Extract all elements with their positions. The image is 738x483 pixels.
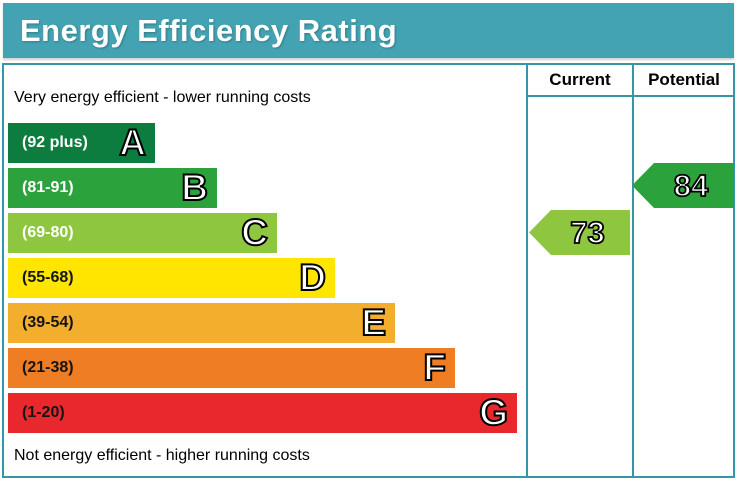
band-row-g: (1-20) G [8,393,517,433]
band-f-range-label: (21-38) [22,359,74,376]
header-underline [526,95,735,97]
current-column-header: Current [549,70,611,89]
band-c-range-label: (69-80) [22,224,74,241]
band-e-range-label: (39-54) [22,314,74,331]
band-row-b: (81-91) B [8,168,217,208]
title-banner: Energy Efficiency Rating [3,3,734,58]
band-b-range-label: (81-91) [22,179,74,196]
band-row-a: (92 plus) A [8,123,155,163]
band-e-letter: E [360,302,387,343]
band-d-range-label: (55-68) [22,269,74,286]
band-c-letter: C [240,212,269,253]
potential-rating-arrow: 84 [632,163,734,208]
potential-rating-value: 84 [673,167,709,204]
current-rating-arrow: 73 [529,210,630,255]
current-column-divider [526,63,528,478]
band-g-letter: G [478,392,509,433]
page-title: Energy Efficiency Rating [20,13,398,48]
band-f-letter: F [422,347,447,388]
band-a-range-label: (92 plus) [22,134,88,151]
band-d-letter: D [298,257,327,298]
band-row-f: (21-38) F [8,348,455,388]
band-row-d: (55-68) D [8,258,335,298]
current-rating-value: 73 [569,214,605,251]
potential-column-header: Potential [648,70,720,89]
efficient-note: Very energy efficient - lower running co… [14,89,311,106]
potential-column-divider [632,63,634,478]
band-a-letter: A [118,122,147,163]
inefficient-note: Not energy efficient - higher running co… [14,447,310,464]
band-b-letter: B [180,167,209,208]
band-row-c: (69-80) C [8,213,277,253]
band-row-e: (39-54) E [8,303,395,343]
band-g-range-label: (1-20) [22,404,65,421]
